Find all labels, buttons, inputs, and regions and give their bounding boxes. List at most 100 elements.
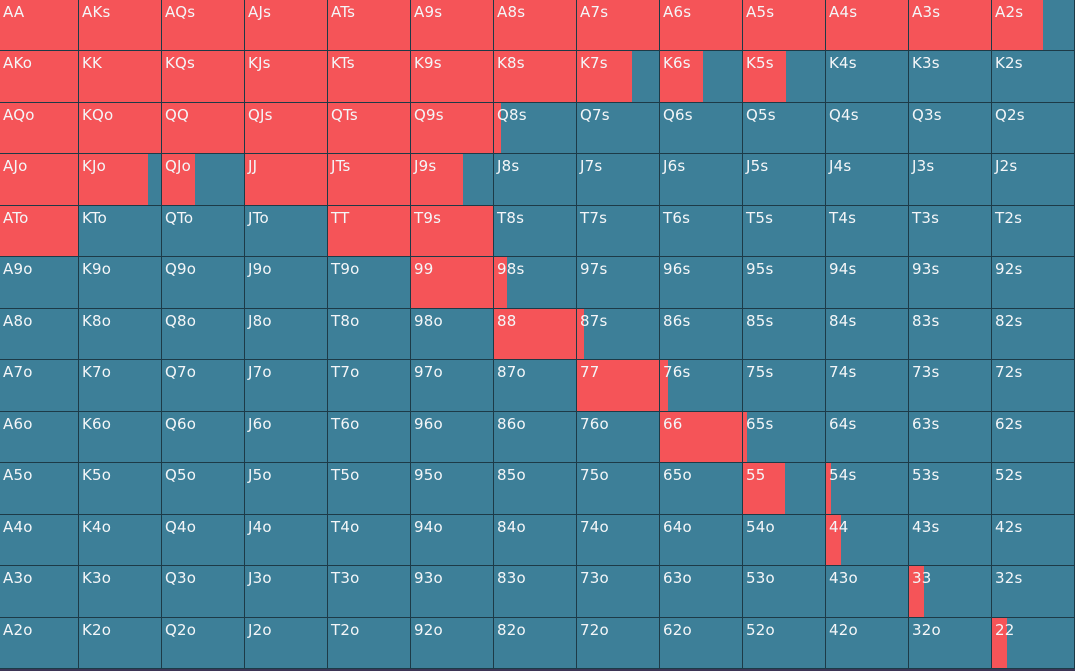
hand-cell[interactable]: AKo	[0, 51, 79, 103]
hand-cell[interactable]: 94o	[411, 514, 494, 567]
hand-cell[interactable]: 87s	[577, 308, 660, 361]
hand-cell[interactable]: J4o	[245, 514, 328, 567]
hand-cell[interactable]: 95s	[743, 257, 826, 309]
hand-cell[interactable]: A4s	[826, 0, 909, 52]
hand-cell[interactable]: K3o	[79, 566, 162, 618]
hand-cell[interactable]: A6s	[660, 0, 743, 52]
hand-cell[interactable]: KTs	[328, 51, 411, 103]
hand-cell[interactable]: K4s	[826, 51, 909, 103]
hand-cell[interactable]: KTo	[79, 205, 162, 258]
hand-cell[interactable]: 87o	[494, 360, 577, 412]
hand-cell[interactable]: J6s	[660, 154, 743, 206]
hand-cell[interactable]: Q3s	[909, 102, 992, 155]
hand-cell[interactable]: 73o	[577, 566, 660, 618]
hand-cell[interactable]: AJs	[245, 0, 328, 52]
hand-cell[interactable]: K7o	[79, 360, 162, 412]
hand-cell[interactable]: J7o	[245, 360, 328, 412]
hand-cell[interactable]: T7s	[577, 205, 660, 258]
hand-cell[interactable]: K2s	[992, 51, 1075, 103]
hand-cell[interactable]: K5o	[79, 463, 162, 515]
hand-cell[interactable]: JTo	[245, 205, 328, 258]
hand-cell[interactable]: 65o	[660, 463, 743, 515]
hand-cell[interactable]: 88	[494, 308, 577, 361]
hand-cell[interactable]: A9o	[0, 257, 79, 309]
hand-cell[interactable]: J5s	[743, 154, 826, 206]
hand-cell[interactable]: QTs	[328, 102, 411, 155]
hand-cell[interactable]: Q5s	[743, 102, 826, 155]
hand-cell[interactable]: 53s	[909, 463, 992, 515]
hand-cell[interactable]: J8s	[494, 154, 577, 206]
hand-cell[interactable]: T3s	[909, 205, 992, 258]
hand-cell[interactable]: KQs	[162, 51, 245, 103]
hand-cell[interactable]: 52o	[743, 617, 826, 669]
hand-cell[interactable]: 96o	[411, 411, 494, 464]
hand-cell[interactable]: 76o	[577, 411, 660, 464]
hand-cell[interactable]: T8o	[328, 308, 411, 361]
hand-cell[interactable]: 32s	[992, 566, 1075, 618]
hand-cell[interactable]: 92o	[411, 617, 494, 669]
hand-cell[interactable]: AJo	[0, 154, 79, 206]
hand-cell[interactable]: 62o	[660, 617, 743, 669]
hand-cell[interactable]: 82o	[494, 617, 577, 669]
hand-cell[interactable]: 33	[909, 566, 992, 618]
hand-cell[interactable]: J4s	[826, 154, 909, 206]
hand-cell[interactable]: 94s	[826, 257, 909, 309]
hand-cell[interactable]: 64o	[660, 514, 743, 567]
hand-cell[interactable]: 77	[577, 360, 660, 412]
hand-cell[interactable]: T6s	[660, 205, 743, 258]
hand-cell[interactable]: 43s	[909, 514, 992, 567]
hand-cell[interactable]: Q6s	[660, 102, 743, 155]
hand-cell[interactable]: J7s	[577, 154, 660, 206]
hand-cell[interactable]: A7o	[0, 360, 79, 412]
hand-cell[interactable]: 83s	[909, 308, 992, 361]
hand-cell[interactable]: AA	[0, 0, 79, 52]
hand-cell[interactable]: A2o	[0, 617, 79, 669]
hand-cell[interactable]: 63s	[909, 411, 992, 464]
hand-cell[interactable]: Q8s	[494, 102, 577, 155]
hand-cell[interactable]: A8s	[494, 0, 577, 52]
hand-cell[interactable]: J5o	[245, 463, 328, 515]
hand-cell[interactable]: 98o	[411, 308, 494, 361]
hand-cell[interactable]: J6o	[245, 411, 328, 464]
hand-cell[interactable]: A2s	[992, 0, 1075, 52]
hand-cell[interactable]: Q8o	[162, 308, 245, 361]
hand-cell[interactable]: 72o	[577, 617, 660, 669]
hand-cell[interactable]: K8o	[79, 308, 162, 361]
hand-cell[interactable]: Q4s	[826, 102, 909, 155]
hand-cell[interactable]: Q2o	[162, 617, 245, 669]
hand-cell[interactable]: QQ	[162, 102, 245, 155]
hand-cell[interactable]: 75o	[577, 463, 660, 515]
hand-cell[interactable]: T4o	[328, 514, 411, 567]
hand-cell[interactable]: J8o	[245, 308, 328, 361]
hand-cell[interactable]: 96s	[660, 257, 743, 309]
hand-cell[interactable]: 65s	[743, 411, 826, 464]
hand-cell[interactable]: 92s	[992, 257, 1075, 309]
hand-cell[interactable]: T5s	[743, 205, 826, 258]
hand-cell[interactable]: 97s	[577, 257, 660, 309]
hand-cell[interactable]: T2o	[328, 617, 411, 669]
hand-cell[interactable]: Q5o	[162, 463, 245, 515]
hand-cell[interactable]: K4o	[79, 514, 162, 567]
hand-cell[interactable]: 64s	[826, 411, 909, 464]
hand-cell[interactable]: 32o	[909, 617, 992, 669]
hand-cell[interactable]: T5o	[328, 463, 411, 515]
hand-cell[interactable]: T6o	[328, 411, 411, 464]
hand-cell[interactable]: K9s	[411, 51, 494, 103]
hand-cell[interactable]: 66	[660, 411, 743, 464]
hand-cell[interactable]: KQo	[79, 102, 162, 155]
hand-cell[interactable]: 82s	[992, 308, 1075, 361]
hand-cell[interactable]: Q9s	[411, 102, 494, 155]
hand-cell[interactable]: T4s	[826, 205, 909, 258]
hand-cell[interactable]: KJo	[79, 154, 162, 206]
hand-cell[interactable]: 83o	[494, 566, 577, 618]
hand-cell[interactable]: 85s	[743, 308, 826, 361]
hand-cell[interactable]: J3s	[909, 154, 992, 206]
hand-cell[interactable]: 52s	[992, 463, 1075, 515]
hand-cell[interactable]: K2o	[79, 617, 162, 669]
hand-cell[interactable]: Q7o	[162, 360, 245, 412]
hand-cell[interactable]: T7o	[328, 360, 411, 412]
hand-cell[interactable]: 86s	[660, 308, 743, 361]
hand-cell[interactable]: 63o	[660, 566, 743, 618]
hand-cell[interactable]: A7s	[577, 0, 660, 52]
hand-cell[interactable]: A3s	[909, 0, 992, 52]
